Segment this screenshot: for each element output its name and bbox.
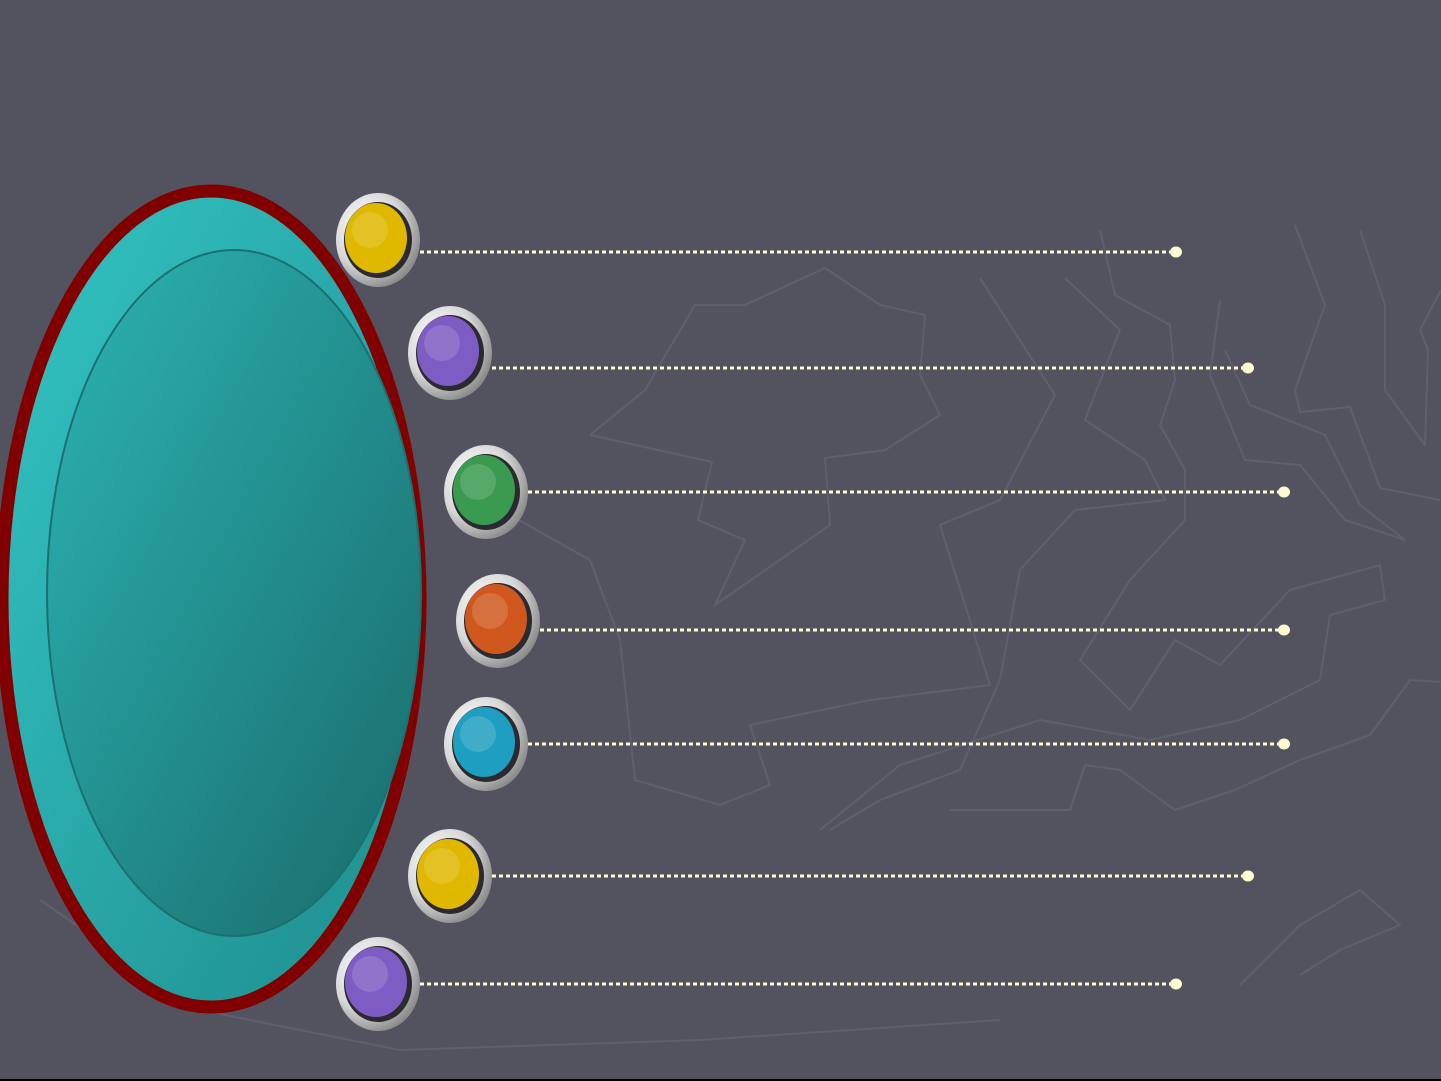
bullet-item bbox=[336, 937, 1182, 1031]
connector-end-dot bbox=[1278, 486, 1290, 498]
blue-orb-icon bbox=[444, 697, 528, 791]
bullet-item bbox=[444, 445, 1290, 539]
connector-end-dot bbox=[1278, 738, 1290, 750]
bullet-item bbox=[408, 829, 1254, 923]
connector-end-dot bbox=[1170, 246, 1182, 258]
bullet-item bbox=[336, 193, 1182, 287]
bullet-item bbox=[456, 574, 1290, 668]
background-decoration bbox=[39, 224, 1441, 1052]
bullet-item bbox=[408, 306, 1254, 400]
connector-end-dot bbox=[1242, 870, 1254, 882]
connector-end-dot bbox=[1170, 978, 1182, 990]
inner-oval bbox=[46, 249, 422, 937]
yellow-orb-icon bbox=[336, 193, 420, 287]
connector-end-dot bbox=[1278, 624, 1290, 636]
yellow-orb-icon bbox=[408, 829, 492, 923]
connector-end-dot bbox=[1242, 362, 1254, 374]
purple-orb-icon bbox=[336, 937, 420, 1031]
green-orb-icon bbox=[444, 445, 528, 539]
purple-orb-icon bbox=[408, 306, 492, 400]
central-oval bbox=[0, 184, 427, 1014]
orange-orb-icon bbox=[456, 574, 540, 668]
bullet-item bbox=[444, 697, 1290, 791]
bullet-list bbox=[336, 193, 1290, 1031]
